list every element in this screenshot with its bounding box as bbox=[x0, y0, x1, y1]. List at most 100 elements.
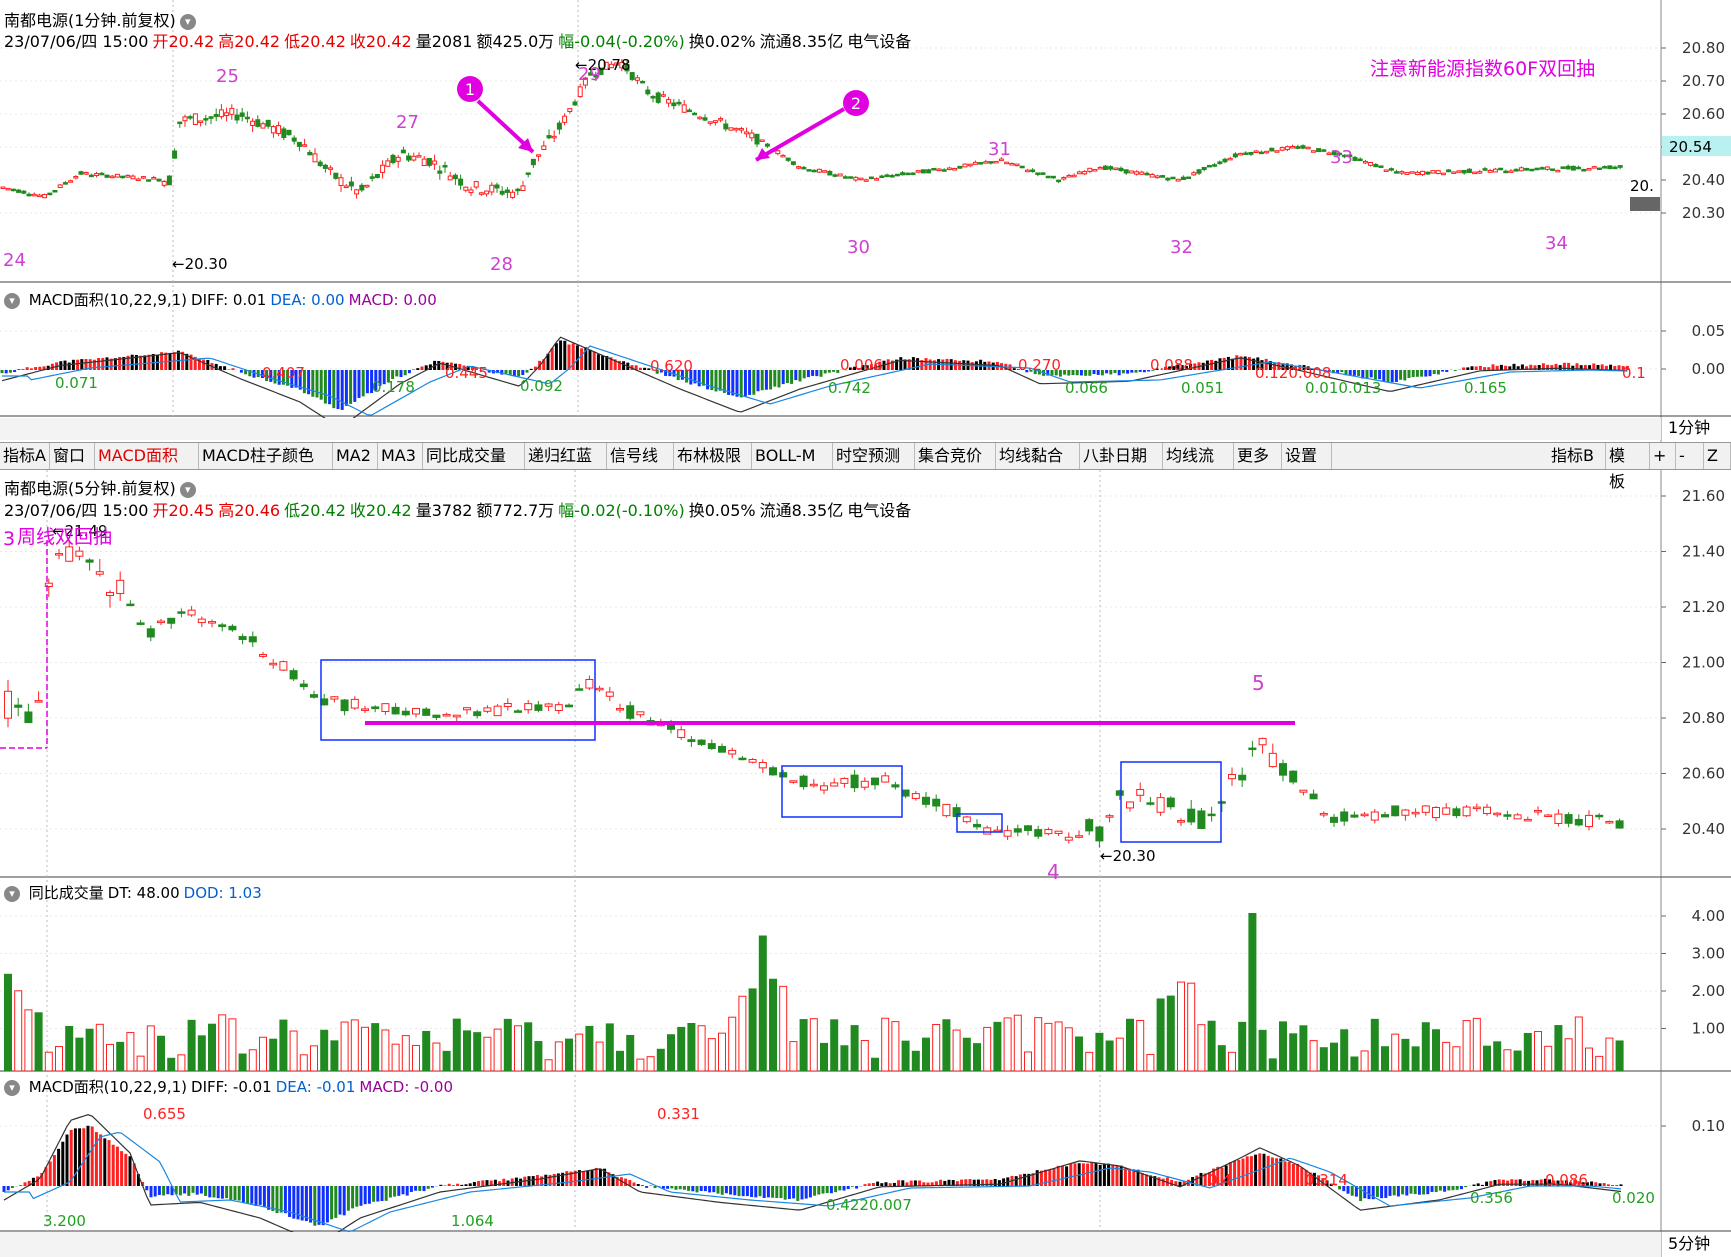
toolbar-item-11[interactable]: 时空预测 bbox=[833, 443, 915, 469]
candle-body bbox=[503, 702, 512, 708]
vol-title[interactable]: 同比成交量 bbox=[28, 884, 104, 902]
toolbar-item-9[interactable]: 布林极限 bbox=[674, 443, 752, 469]
toolbar-item-16[interactable]: 更多 bbox=[1234, 443, 1282, 469]
macd1-green-label-0: 0.071 bbox=[55, 374, 98, 392]
toolbar-item-17[interactable]: 设置 bbox=[1282, 443, 1332, 469]
top-date: 23/07/06/四 15:00 bbox=[4, 32, 149, 51]
candle-body bbox=[624, 63, 630, 72]
toolbar-right-item-3[interactable]: - bbox=[1676, 443, 1704, 469]
toolbar-item-13[interactable]: 均线黏合 bbox=[996, 443, 1080, 469]
candle-body bbox=[1238, 152, 1244, 156]
time-axis-1 bbox=[0, 418, 1661, 440]
candle-body bbox=[871, 777, 879, 786]
toolbar-item-2[interactable]: MACD面积 bbox=[95, 443, 199, 469]
volume-bar bbox=[1095, 1032, 1104, 1072]
volume-bar bbox=[126, 1032, 135, 1072]
callout-circle-1 bbox=[457, 76, 483, 102]
consolidation-box-4 bbox=[1120, 761, 1222, 843]
candle-body bbox=[1227, 157, 1233, 161]
toolbar-right-item-0[interactable]: 指标B bbox=[1548, 443, 1606, 469]
chevron-down-icon[interactable]: ▾ bbox=[179, 482, 196, 498]
volume-bar bbox=[146, 1025, 155, 1072]
toolbar-item-1[interactable]: 窗口 bbox=[50, 443, 95, 469]
macd2-title[interactable]: MACD面积(10,22,9,1) bbox=[28, 1078, 188, 1096]
volume-bar bbox=[1197, 1024, 1206, 1072]
candle-body bbox=[840, 777, 849, 784]
macd1-bars bbox=[0, 340, 1629, 410]
candle-body bbox=[827, 170, 833, 176]
candle-body bbox=[166, 175, 172, 186]
toolbar-item-4[interactable]: MA2 bbox=[333, 443, 378, 469]
volume-bar bbox=[1615, 1040, 1624, 1072]
candle-body bbox=[1228, 774, 1236, 780]
candle-body bbox=[458, 178, 464, 186]
candle-body bbox=[95, 571, 104, 575]
candle-body bbox=[764, 143, 770, 147]
candle-body bbox=[1564, 814, 1573, 824]
toolbar-right-item-4[interactable]: Z bbox=[1704, 443, 1731, 469]
candle-body bbox=[667, 724, 675, 730]
candle-body bbox=[4, 690, 12, 719]
volume-bar bbox=[962, 1037, 971, 1072]
candle-body bbox=[626, 705, 635, 719]
top-turnover: 换0.02% bbox=[688, 32, 756, 51]
toolbar-right-item-1[interactable]: 模 板 bbox=[1606, 443, 1650, 491]
candle-body bbox=[229, 107, 235, 115]
toolbar-item-10[interactable]: BOLL-M bbox=[752, 443, 833, 469]
top-timeframe[interactable]: 1分钟 bbox=[1668, 418, 1711, 437]
candle-body bbox=[1279, 147, 1285, 151]
top-wave-label-33: 33 bbox=[1330, 147, 1353, 168]
toolbar-item-7[interactable]: 递归红蓝 bbox=[525, 443, 607, 469]
candle-body bbox=[614, 62, 620, 66]
candle-body bbox=[1154, 175, 1160, 179]
candle-body bbox=[1108, 166, 1114, 170]
toolbar-item-3[interactable]: MACD柱子颜色 bbox=[199, 443, 333, 469]
candle-body bbox=[1347, 154, 1353, 157]
chevron-down-icon[interactable]: ▾ bbox=[4, 1080, 20, 1096]
toolbar-item-0[interactable]: 指标A bbox=[0, 443, 50, 469]
candle-body bbox=[697, 116, 703, 120]
chevron-down-icon[interactable]: ▾ bbox=[4, 886, 20, 902]
volume-bar bbox=[1421, 1022, 1430, 1072]
top-open: 开20.42 bbox=[152, 32, 215, 51]
toolbar-item-14[interactable]: 八卦日期 bbox=[1080, 443, 1163, 469]
volume-bar bbox=[514, 1025, 522, 1072]
chevron-down-icon[interactable]: ▾ bbox=[179, 14, 196, 30]
toolbar-right-item-2[interactable]: + bbox=[1650, 443, 1676, 469]
candle-body bbox=[114, 173, 120, 178]
candle-body bbox=[1201, 166, 1207, 171]
macd1-title[interactable]: MACD面积(10,22,9,1) bbox=[28, 291, 188, 309]
toolbar-item-15[interactable]: 均线流 bbox=[1163, 443, 1234, 469]
candle-body bbox=[891, 784, 900, 788]
candle-body bbox=[1165, 177, 1171, 181]
candle-body bbox=[333, 172, 339, 179]
mid-title[interactable]: 南都电源(5分钟.前复权) bbox=[4, 479, 176, 498]
volume-bar bbox=[973, 1043, 981, 1072]
toolbar-item-8[interactable]: 信号线 bbox=[607, 443, 674, 469]
candle-body bbox=[1054, 830, 1063, 834]
toolbar-item-12[interactable]: 集合竞价 bbox=[915, 443, 996, 469]
macd2-macd: MACD: -0.00 bbox=[359, 1078, 453, 1096]
mid-timeframe[interactable]: 5分钟 bbox=[1668, 1234, 1711, 1253]
candle-body bbox=[1087, 167, 1093, 172]
candle-body bbox=[1513, 168, 1519, 172]
chevron-down-icon[interactable]: ▾ bbox=[4, 293, 20, 309]
candle-body bbox=[801, 166, 807, 170]
candle-body bbox=[1187, 808, 1196, 823]
top-title[interactable]: 南都电源(1分钟.前复权) bbox=[4, 11, 176, 30]
candle-body bbox=[1105, 815, 1114, 818]
top-high-mark: ←20.78 bbox=[575, 56, 631, 74]
candle-body bbox=[738, 757, 747, 761]
candle-body bbox=[281, 128, 287, 139]
toolbar-item-6[interactable]: 同比成交量 bbox=[423, 443, 525, 469]
candle-body bbox=[554, 704, 563, 711]
candle-body bbox=[546, 135, 552, 139]
candle-body bbox=[83, 172, 89, 175]
candle-body bbox=[1391, 805, 1400, 817]
toolbar-item-5[interactable]: MA3 bbox=[378, 443, 423, 469]
candle-body bbox=[1425, 171, 1431, 175]
candle-body bbox=[1409, 171, 1415, 174]
candle-body bbox=[238, 636, 247, 640]
candle-body bbox=[585, 678, 594, 689]
candle-body bbox=[99, 172, 105, 176]
